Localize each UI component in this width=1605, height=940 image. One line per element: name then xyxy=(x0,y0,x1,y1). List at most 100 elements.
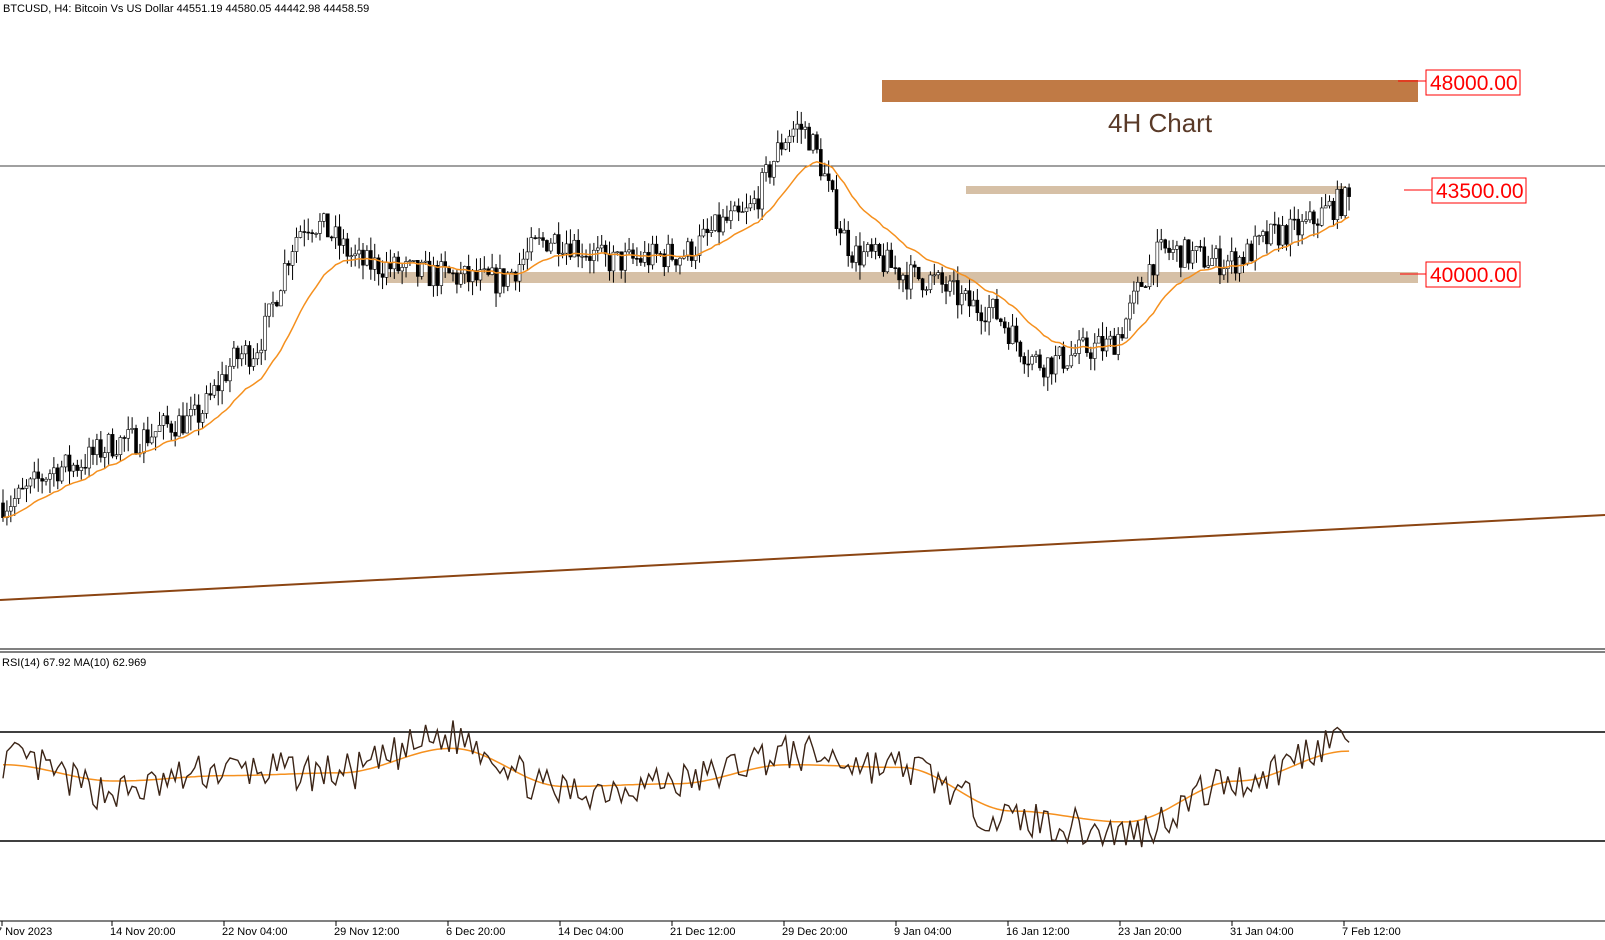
candle-body xyxy=(901,274,905,281)
candle-body xyxy=(1034,354,1038,357)
candle-body xyxy=(196,404,201,423)
candle-body xyxy=(255,352,260,360)
candle-body xyxy=(122,437,127,439)
level-text-43500: 43500.00 xyxy=(1436,180,1524,203)
candle-body xyxy=(134,428,138,455)
candle-body xyxy=(1186,239,1191,264)
candle-body xyxy=(435,265,440,286)
candle-body xyxy=(1014,325,1019,343)
candle-body xyxy=(752,198,757,205)
candle-body xyxy=(20,487,25,490)
candle-body xyxy=(325,213,330,238)
candle-body xyxy=(337,226,342,246)
long-term-trendline[interactable] xyxy=(0,514,1605,601)
candle-body xyxy=(1261,231,1265,236)
candle-body xyxy=(822,173,827,177)
candle-body xyxy=(1202,246,1207,268)
candle-body xyxy=(99,439,103,458)
candle-body xyxy=(936,272,941,276)
candle-body xyxy=(1347,187,1351,197)
candle-body xyxy=(466,266,471,282)
candle-body xyxy=(1218,248,1222,276)
candle-body xyxy=(298,231,303,238)
candle-body xyxy=(1327,200,1332,207)
candle-body xyxy=(1272,223,1277,226)
candle-body xyxy=(505,272,510,287)
level-label-48000[interactable]: 48000.00 xyxy=(1398,69,1521,96)
candle-body xyxy=(830,180,835,190)
candle-body xyxy=(944,284,948,292)
candle-body xyxy=(16,487,21,499)
candle-body xyxy=(114,454,119,457)
candle-body xyxy=(1194,246,1199,251)
candle-body xyxy=(779,142,784,150)
candle-body xyxy=(865,244,870,253)
candle-body xyxy=(1206,265,1211,268)
candle-body xyxy=(611,251,616,272)
candle-body xyxy=(173,432,177,437)
candle-body xyxy=(854,245,858,263)
candle-body xyxy=(427,260,432,287)
level-label-40000[interactable]: 40000.00 xyxy=(1400,261,1521,288)
candle-body xyxy=(713,214,717,231)
candle-body xyxy=(1190,250,1195,264)
candle-body xyxy=(263,315,267,351)
time-tick-label: 7 Nov 2023 xyxy=(0,926,52,938)
candle-body xyxy=(1100,336,1105,352)
resistance-zone-48000[interactable] xyxy=(882,80,1418,102)
rsi-panel[interactable]: RSI(14) 67.92 MA(10) 62.969 xyxy=(0,657,1605,848)
candle-body xyxy=(1120,334,1124,339)
candle-body xyxy=(1229,251,1234,262)
candle-body xyxy=(959,293,964,306)
candle-body xyxy=(228,365,232,382)
candle-body xyxy=(157,425,162,432)
candle-body xyxy=(732,205,737,212)
candle-body xyxy=(376,257,381,275)
candle-body xyxy=(639,258,643,263)
candle-body xyxy=(380,273,385,278)
candle-body xyxy=(889,249,894,268)
candle-body xyxy=(1284,225,1289,245)
candle-body xyxy=(1096,336,1101,344)
candle-body xyxy=(619,251,624,271)
candle-body xyxy=(1241,256,1246,265)
candle-body xyxy=(318,221,322,234)
candle-body xyxy=(541,237,545,241)
candle-body xyxy=(126,429,131,439)
candle-body xyxy=(1010,325,1015,344)
candle-body xyxy=(1245,243,1250,265)
candle-body xyxy=(1335,189,1340,220)
candle-body xyxy=(1300,221,1304,236)
symbol-info-text: BTCUSD, H4: Bitcoin Vs US Dollar 44551.1… xyxy=(3,3,369,15)
candle-body xyxy=(349,255,354,258)
candle-body xyxy=(1045,357,1050,378)
candle-body xyxy=(279,290,283,307)
candle-body xyxy=(1280,225,1285,246)
zone-43500[interactable] xyxy=(966,186,1346,194)
candle-body xyxy=(470,270,475,282)
candle-body xyxy=(1038,354,1042,369)
candle-body xyxy=(787,135,792,143)
candle-body xyxy=(1339,189,1344,217)
candle-body xyxy=(1167,247,1171,253)
candle-body xyxy=(1042,367,1046,378)
candle-body xyxy=(924,289,929,291)
candle-body xyxy=(502,268,506,287)
candle-body xyxy=(185,415,189,434)
candle-body xyxy=(811,134,815,151)
candle-body xyxy=(216,385,221,392)
level-label-43500[interactable]: 43500.00 xyxy=(1404,177,1527,204)
time-axis-ticks: 7 Nov 2023 14 Nov 20:00 22 Nov 04:00 29 Nov… xyxy=(0,921,1401,938)
candle-body xyxy=(1081,337,1085,341)
candle-body xyxy=(1049,357,1054,375)
candle-body xyxy=(294,237,299,252)
candle-body xyxy=(1053,355,1058,375)
candle-body xyxy=(71,464,76,472)
main-price-panel[interactable]: BTCUSD, H4: Bitcoin Vs US Dollar 44551.1… xyxy=(0,0,1605,648)
candle-body xyxy=(415,260,420,277)
candle-body xyxy=(341,238,346,246)
candle-body xyxy=(662,253,667,268)
time-axis: 7 Nov 2023 14 Nov 20:00 22 Nov 04:00 29 Nov… xyxy=(0,920,1605,938)
level-text-40000: 40000.00 xyxy=(1430,264,1518,287)
